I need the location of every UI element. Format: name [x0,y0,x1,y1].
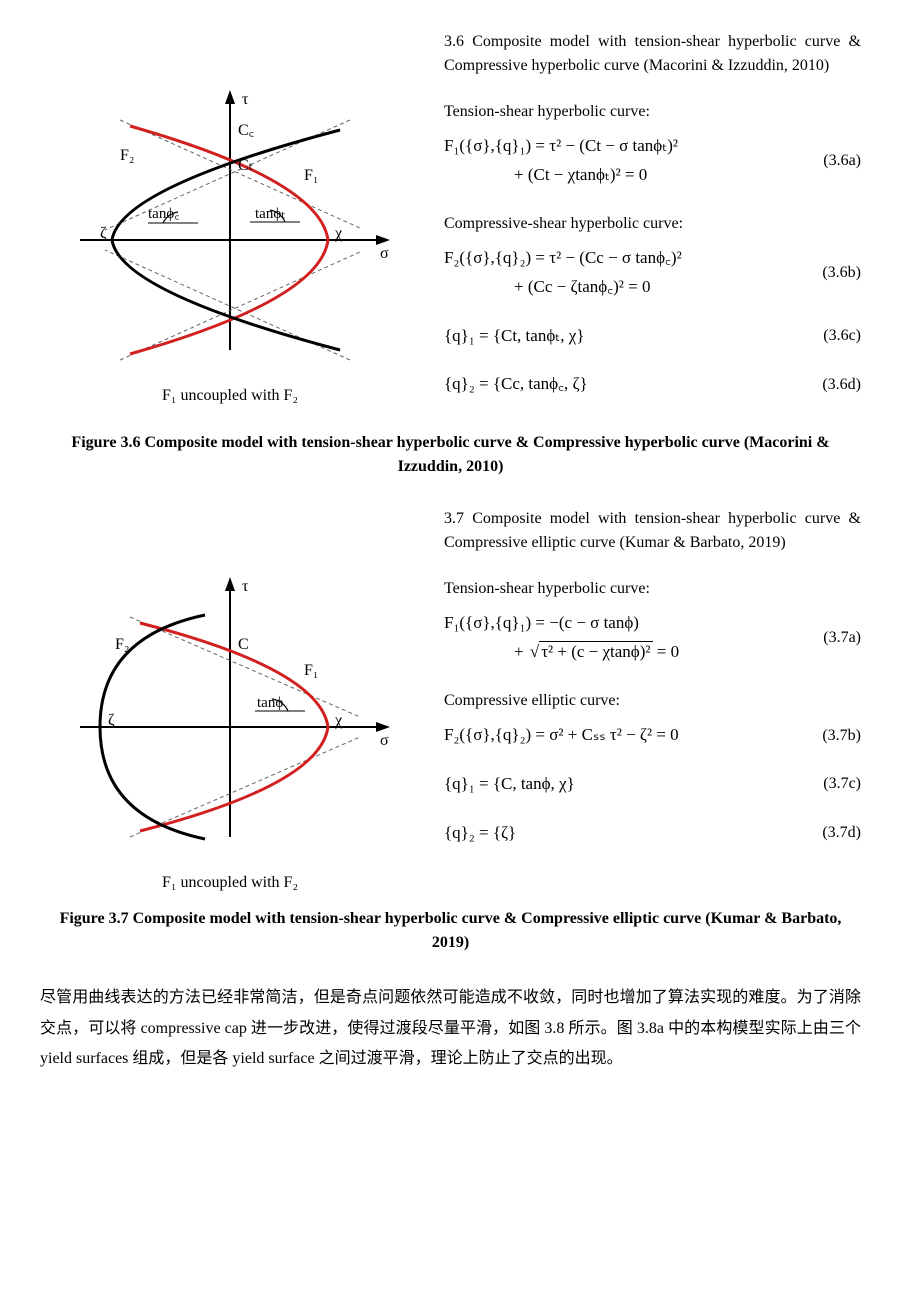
eq-3-6a-line1: F₁({σ},{q}₁) = τ² − (Ct − σ tanϕₜ)² [444,132,791,161]
label-Ct: Cₜ [238,157,253,174]
eq-3-6c: {q}₁ = {Ct, tanϕₜ, χ} (3.6c) [444,322,861,351]
eq-3-7c-line: {q}₁ = {C, tanϕ, χ} [444,770,791,799]
label-tanphi-t: tanϕₜ [255,206,286,222]
figure-3-6-diag-caption: F₁ uncoupled with F₂ [162,384,298,408]
eq-3-7c: {q}₁ = {C, tanϕ, χ} (3.7c) [444,770,861,799]
subhead-3-6b: Compressive-shear hyperbolic curve: [444,212,861,236]
eq-3-7b-num: (3.7b) [801,724,861,748]
figure-3-6-right: 3.6 Composite model with tension-shear h… [444,30,861,419]
eq-3-7c-num: (3.7c) [801,772,861,796]
eq-3-7a: F₁({σ},{q}₁) = −(c − σ tanϕ) + τ² + (c −… [444,609,861,667]
axis-tau-label: τ [242,91,249,108]
figure-3-7-diag-caption: F₁ uncoupled with F₂ [162,871,298,895]
eq-3-7d-line: {q}₂ = {ζ} [444,819,791,848]
eq-3-7b-line: F₂({σ},{q}₂) = σ² + Cₛₛ τ² − ζ² = 0 [444,721,791,750]
body-paragraph: 尽管用曲线表达的方法已经非常简洁，但是奇点问题依然可能造成不收敛，同时也增加了算… [40,983,861,1074]
axis-sigma-label: σ [380,245,389,262]
figure-3-7-diagram: τ σ C F₁ F₂ tanϕ χ ζ [60,567,400,867]
axis-tau-label-37: τ [242,578,249,595]
eq-3-6a-line2: + (Ct − χtanϕₜ)² = 0 [444,161,791,190]
subhead-3-7b: Compressive elliptic curve: [444,689,861,713]
label-chi: χ [334,225,343,242]
figure-3-6-caption: Figure 3.6 Composite model with tension-… [41,431,861,479]
label-tanphi-37: tanϕ [257,695,283,711]
eq-3-7d: {q}₂ = {ζ} (3.7d) [444,819,861,848]
eq-3-6b-line1: F₂({σ},{q}₂) = τ² − (Cc − σ tanϕ꜀)² [444,244,791,273]
eq-3-6c-num: (3.6c) [801,324,861,348]
label-F2-37: F₂ [115,636,129,653]
label-zeta-37: ζ [108,712,115,729]
label-F1: F₁ [304,167,318,184]
figure-3-7-right: 3.7 Composite model with tension-shear h… [444,507,861,895]
figure-3-6-left: τ σ C꜀ Cₜ F₁ F₂ tanϕₜ tanϕ꜀ χ ζ F₁ uncou… [40,30,420,419]
section-3-7-title: 3.7 Composite model with tension-shear h… [444,507,861,555]
eq-3-6b: F₂({σ},{q}₂) = τ² − (Cc − σ tanϕ꜀)² + (C… [444,244,861,302]
label-C-37: C [238,636,249,653]
eq-3-6d: {q}₂ = {Cc, tanϕ꜀, ζ} (3.6d) [444,370,861,399]
subhead-3-7a: Tension-shear hyperbolic curve: [444,577,861,601]
label-F2: F₂ [120,147,134,164]
label-zeta: ζ [100,225,107,242]
subhead-3-6a: Tension-shear hyperbolic curve: [444,100,861,124]
eq-3-6a-num: (3.6a) [801,149,861,173]
label-Cc: C꜀ [238,122,254,139]
eq-3-7d-num: (3.7d) [801,821,861,845]
figure-3-7-diagram-wrap: τ σ C F₁ F₂ tanϕ χ ζ F₁ uncoupled with F… [40,567,420,895]
eq-3-6b-line2: + (Cc − ζtanϕ꜀)² = 0 [444,273,791,302]
figure-3-7-caption: Figure 3.7 Composite model with tension-… [41,907,861,955]
eq-3-6d-line: {q}₂ = {Cc, tanϕ꜀, ζ} [444,370,791,399]
eq-3-6b-num: (3.6b) [801,261,861,285]
eq-3-7a-num: (3.7a) [801,626,861,650]
label-chi-37: χ [334,712,343,729]
figure-3-6-diagram: τ σ C꜀ Cₜ F₁ F₂ tanϕₜ tanϕ꜀ χ ζ [60,80,400,380]
label-F1-37: F₁ [304,662,318,679]
figure-3-7-left: τ σ C F₁ F₂ tanϕ χ ζ F₁ uncoupled with F… [40,507,420,895]
eq-3-7b: F₂({σ},{q}₂) = σ² + Cₛₛ τ² − ζ² = 0 (3.7… [444,721,861,750]
figure-3-7-block: τ σ C F₁ F₂ tanϕ χ ζ F₁ uncoupled with F… [40,507,861,895]
eq-3-7a-line2: + τ² + (c − χtanϕ)² = 0 [444,638,791,667]
figure-3-6-diagram-wrap: τ σ C꜀ Cₜ F₁ F₂ tanϕₜ tanϕ꜀ χ ζ F₁ uncou… [40,80,420,408]
label-tanphi-c: tanϕ꜀ [148,206,179,222]
eq-3-7a-line1: F₁({σ},{q}₁) = −(c − σ tanϕ) [444,609,791,638]
eq-3-6c-line: {q}₁ = {Ct, tanϕₜ, χ} [444,322,791,351]
eq-3-6d-num: (3.6d) [801,373,861,397]
figure-3-6-block: τ σ C꜀ Cₜ F₁ F₂ tanϕₜ tanϕ꜀ χ ζ F₁ uncou… [40,30,861,419]
section-3-6-title: 3.6 Composite model with tension-shear h… [444,30,861,78]
axis-sigma-label-37: σ [380,732,389,749]
eq-3-6a: F₁({σ},{q}₁) = τ² − (Ct − σ tanϕₜ)² + (C… [444,132,861,190]
